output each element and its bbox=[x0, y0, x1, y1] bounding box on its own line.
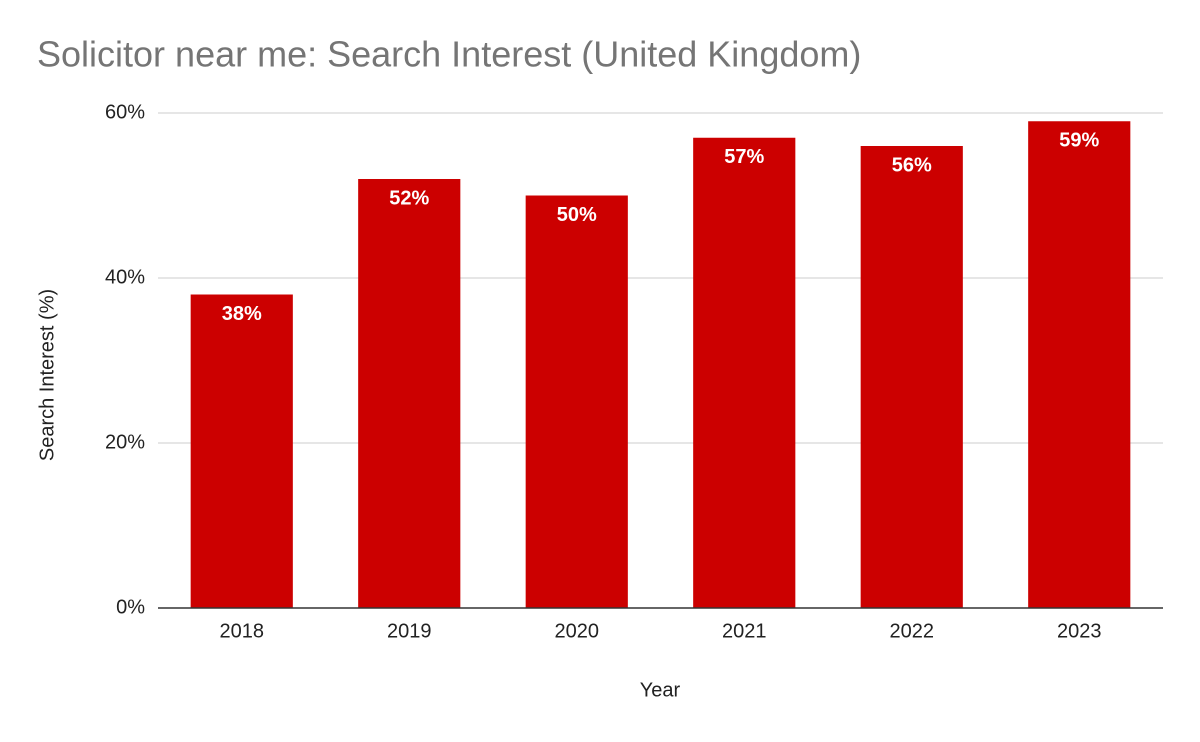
y-tick-label: 60% bbox=[105, 101, 145, 123]
x-tick-label: 2022 bbox=[890, 620, 935, 642]
bar bbox=[190, 294, 293, 608]
x-tick-label: 2018 bbox=[220, 620, 265, 642]
x-tick-label: 2019 bbox=[387, 620, 432, 642]
value-label: 50% bbox=[557, 204, 597, 226]
x-tick-label: 2023 bbox=[1057, 620, 1102, 642]
bar bbox=[525, 195, 628, 608]
value-label: 59% bbox=[1059, 130, 1099, 152]
bar bbox=[860, 146, 963, 608]
y-tick-label: 20% bbox=[105, 431, 145, 453]
bar bbox=[1028, 121, 1131, 608]
x-tick-label: 2020 bbox=[555, 620, 600, 642]
value-label: 56% bbox=[892, 154, 932, 176]
y-tick-label: 0% bbox=[116, 596, 145, 618]
x-tick-label: 2021 bbox=[722, 620, 767, 642]
y-tick-label: 40% bbox=[105, 266, 145, 288]
y-axis-title: Search Interest (%) bbox=[36, 289, 58, 461]
x-axis-title: Year bbox=[640, 679, 681, 701]
value-label: 57% bbox=[724, 146, 764, 168]
bar bbox=[358, 179, 461, 608]
value-label: 38% bbox=[222, 303, 262, 325]
bar bbox=[693, 137, 796, 608]
value-label: 52% bbox=[389, 187, 429, 209]
chart-title: Solicitor near me: Search Interest (Unit… bbox=[37, 34, 861, 75]
